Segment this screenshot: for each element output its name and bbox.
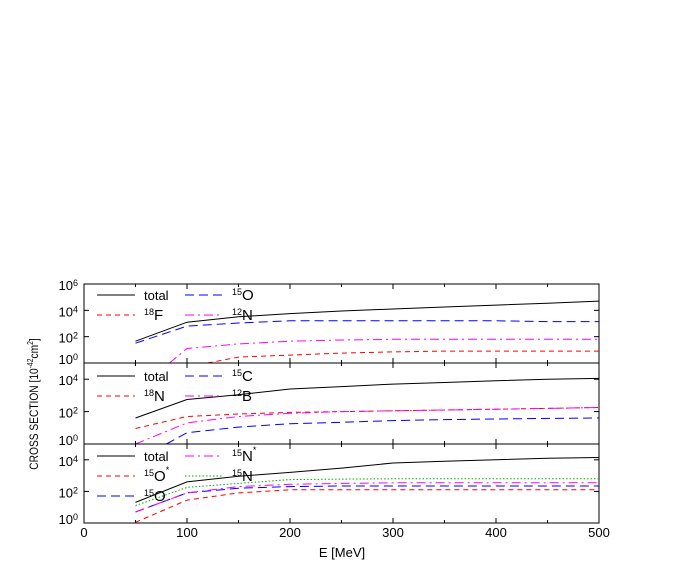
x-tick-label: 200 [279, 525, 301, 540]
legend-label: 15O [232, 287, 254, 304]
y-tick-label: 102 [59, 406, 78, 421]
series-line-18N [135, 407, 600, 429]
y-tick-label: 104 [59, 454, 78, 469]
legend-entry: 12N [185, 307, 253, 324]
legend-entry: 18N [97, 388, 165, 405]
series-line-total [135, 457, 600, 503]
panel-1: 100 102 104 106 total 18F 15O 12N [59, 278, 600, 367]
legend-entry: 15C [185, 368, 253, 385]
x-tick-label: 100 [176, 525, 198, 540]
series-line-15N [135, 478, 599, 507]
legend-entry: 15O [97, 488, 166, 505]
legend-label: 15N [232, 468, 253, 485]
panel-2: 100 102 104 total 18N 15C 12B [59, 362, 600, 448]
x-tick-label: 500 [588, 525, 610, 540]
y-tick-label: 100 [59, 433, 78, 448]
series-line-total [135, 377, 600, 419]
legend-label: 12B [232, 388, 252, 405]
series-line-15O-star [135, 489, 599, 523]
legend-entry: 15O* [97, 465, 170, 485]
y-tick-label: 102 [59, 331, 78, 346]
series-line-15C [166, 417, 600, 445]
legend-label: total [144, 288, 169, 303]
x-tick-label: 300 [382, 525, 404, 540]
series-line-total [135, 300, 600, 342]
legend-label: 15C [232, 368, 253, 385]
series-line-12B [135, 407, 600, 445]
legend-entry: total [97, 369, 169, 384]
legend-entry: total [97, 288, 169, 303]
y-tick-label: 102 [59, 485, 78, 500]
legend-entry: 15N [185, 468, 253, 485]
legend-entry: 15O [185, 287, 254, 304]
legend-entry: 18F [97, 307, 163, 324]
series-line-12N [169, 338, 599, 364]
x-tick-label: 400 [485, 525, 507, 540]
legend-label: 18N [144, 388, 165, 405]
legend-label: 18F [144, 307, 163, 324]
y-tick-label: 100 [59, 512, 78, 527]
y-tick-label: 104 [59, 373, 78, 388]
series-line-15N-star [135, 482, 599, 513]
legend-label: 15N* [232, 445, 257, 465]
legend-entry: 15N* [185, 445, 257, 465]
legend-entry: 12B [185, 388, 252, 405]
legend-entry: total [97, 449, 169, 464]
y-axis-label: CROSS SECTION [10-42cm2] [25, 338, 41, 469]
x-tick-label: 0 [80, 525, 87, 540]
legend-label: total [144, 449, 169, 464]
y-tick-label: 106 [59, 278, 78, 293]
y-tick-label: 104 [59, 304, 78, 319]
series-line-18F [207, 350, 599, 364]
legend-label: 12N [232, 307, 253, 324]
x-axis-label: E [MeV] [319, 545, 365, 560]
legend-label: total [144, 369, 169, 384]
y-tick-label: 100 [59, 352, 78, 367]
legend-label: 15O* [144, 465, 170, 485]
